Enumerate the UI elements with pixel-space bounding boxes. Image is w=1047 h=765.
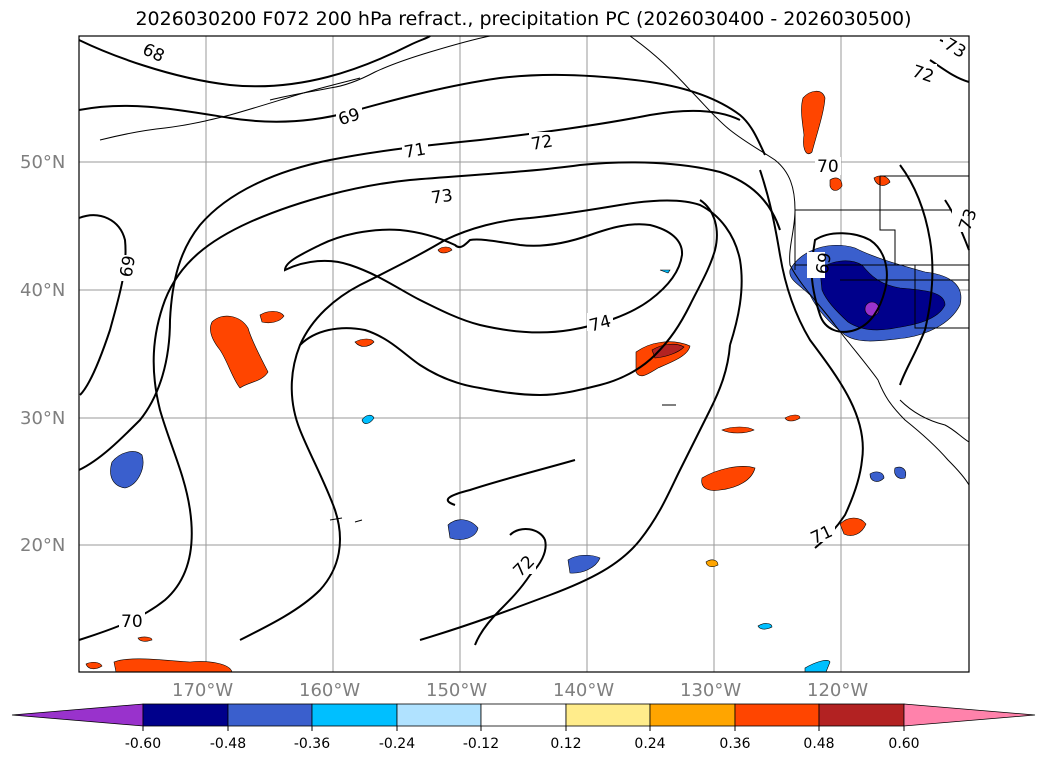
contour-70 [78,109,741,471]
colorbar-bin [311,703,398,727]
lat-label: 40°N [20,280,66,301]
precip-moderate-positive [705,559,719,567]
lon-label: 150°W [426,680,488,701]
contour-73-south [446,459,576,506]
precip-weak-negative [361,414,375,424]
colorbar-tick-label: 0.36 [719,736,751,752]
contour-lines [78,35,970,646]
colorbar-tick-label: -0.36 [293,736,331,752]
colorbar-extend-min [11,703,144,727]
colorbar-bin [142,703,229,727]
contour-69-east [810,232,888,333]
precip-negative-area [447,519,479,540]
precip-weak-negative [659,269,671,274]
lat-label: 20°N [20,535,66,556]
colorbar-bin [818,703,905,727]
precip-positive-area [85,661,103,670]
contour-label: 69 [117,254,140,279]
precip-positive-area [210,315,269,389]
precip-positive-area [829,177,843,191]
mexico-coast [899,399,970,443]
contour-71 [78,161,781,641]
precip-positive-area [137,636,153,642]
precip-weak-negative [804,660,831,673]
alaska-peninsula [269,35,491,101]
contour-72-south [419,344,731,641]
precip-positive-area [113,658,233,673]
lon-label: 140°W [553,680,615,701]
contour-label: 69 [813,251,836,276]
colorbar [11,703,1036,731]
colorbar-tick-label: -0.60 [124,736,162,752]
contour-72 [239,199,743,641]
contour-72-island [474,528,547,646]
precip-positive-area [259,311,285,324]
colorbar-tick-label: -0.48 [209,736,247,752]
precip-positive-area [437,246,453,254]
contour-label: 73 [430,186,454,209]
precip-weak-negative [757,623,773,630]
precip-negative-area [894,466,907,479]
precip-negative-area [869,471,885,482]
coastlines [99,35,970,523]
aleutian-islands [99,77,361,141]
colorbar-bin [734,703,820,727]
precip-positive-area [801,90,826,155]
colorbar-bin [565,703,651,727]
colorbar-tick-label: 0.60 [888,736,920,752]
precip-negative-area [567,554,601,574]
colorbar-bin [649,703,736,727]
precip-positive-area [839,517,867,536]
contour-74 [283,223,684,334]
colorbar-extend-max [903,703,1036,727]
colorbar-bin [227,703,313,727]
precip-negative-area [110,451,144,489]
contour-71-east [899,164,934,386]
contour-label: 70 [817,157,839,177]
contour-69-west [78,214,127,396]
map-title: 2026030200 F072 200 hPa refract., precip… [135,8,912,30]
contour-label: 71 [403,139,428,162]
lon-label: 160°W [299,680,361,701]
lat-label: 30°N [20,408,66,429]
lat-label: 50°N [20,152,66,173]
colorbar-tick-label: 0.12 [550,736,582,752]
precip-positive-area [721,426,755,434]
colorbar-tick-label: 0.48 [803,736,835,752]
lon-label: 130°W [680,680,742,701]
contour-72-east [929,59,970,83]
lon-label: 120°W [807,680,869,701]
colorbar-tick-label: -0.12 [462,736,500,752]
colorbar-bin [480,703,567,727]
state-borders [794,175,969,329]
map-border [78,35,970,673]
colorbar-tick-label: -0.24 [378,736,416,752]
contour-label: 72 [530,131,555,154]
contour-73 [299,199,718,397]
precip-positive-area [701,466,756,491]
contour-69-north [78,73,766,156]
precip-positive-area [784,414,801,422]
islands [329,404,676,523]
lon-label: 170°W [172,680,234,701]
precip-strong-positive [651,343,685,359]
contour-label: 70 [121,612,143,632]
contour-70-east [759,169,864,549]
colorbar-bin [396,703,482,727]
precip-positive-area [354,338,375,347]
colorbar-tick-label: 0.24 [634,736,666,752]
contour-68 [78,35,431,88]
precip-shading [85,90,962,673]
